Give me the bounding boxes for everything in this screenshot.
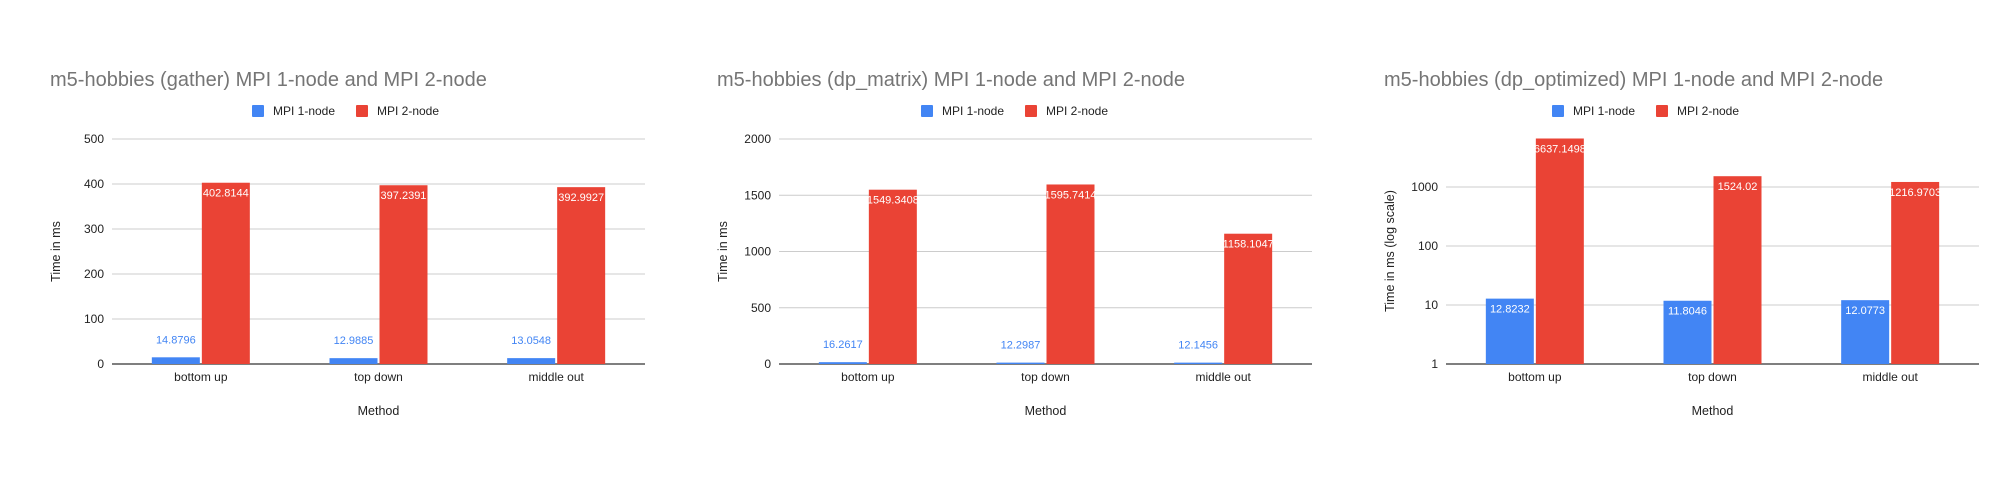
chart-title: m5-hobbies (dp_matrix) MPI 1-node and MP… — [717, 69, 1185, 91]
bar-mpi-2-node — [1046, 184, 1095, 364]
legend-label: MPI 1-node — [273, 104, 335, 118]
legend-swatch — [921, 105, 933, 117]
x-tick-label: middle out — [1862, 370, 1918, 384]
legend-swatch — [1025, 105, 1037, 117]
y-tick-label: 300 — [84, 222, 104, 236]
data-label: 1595.7414 — [1045, 189, 1097, 201]
y-tick-label: 0 — [764, 357, 771, 371]
chart-panel-dp-optimized: m5-hobbies (dp_optimized) MPI 1-node and… — [1334, 0, 2001, 489]
bar-mpi-2-node — [868, 189, 917, 364]
x-tick-label: top down — [1021, 370, 1070, 384]
y-tick-label: 500 — [751, 301, 771, 315]
legend-item-mpi-1-node: MPI 1-node — [252, 104, 335, 118]
bar-mpi-2-node — [201, 182, 250, 364]
data-label: 12.2987 — [1001, 340, 1041, 352]
chart-panel-gather: m5-hobbies (gather) MPI 1-node and MPI 2… — [0, 0, 667, 489]
legend-item-mpi-2-node: MPI 2-node — [1656, 104, 1739, 118]
legend-item-mpi-1-node: MPI 1-node — [921, 104, 1004, 118]
x-tick-label: bottom up — [174, 370, 228, 384]
y-axis-title: Time in ms — [716, 221, 730, 282]
chart-title: m5-hobbies (dp_optimized) MPI 1-node and… — [1384, 69, 1883, 91]
chart-dp-optimized: m5-hobbies (dp_optimized) MPI 1-node and… — [1383, 69, 1979, 418]
data-label: 12.9885 — [334, 335, 374, 347]
bar-mpi-1-node — [818, 362, 867, 364]
legend-item-mpi-2-node: MPI 2-node — [356, 104, 439, 118]
legend-label: MPI 2-node — [377, 104, 439, 118]
y-tick-label: 1500 — [744, 188, 771, 202]
y-tick-label: 400 — [84, 177, 104, 191]
y-tick-label: 500 — [84, 132, 104, 146]
bar-mpi-1-node — [1663, 300, 1712, 364]
data-label: 1549.3408 — [867, 195, 919, 207]
y-tick-label: 100 — [1418, 239, 1438, 253]
bar-mpi-1-node — [507, 358, 556, 364]
legend-swatch — [1552, 105, 1564, 117]
legend-item-mpi-1-node: MPI 1-node — [1552, 104, 1635, 118]
y-tick-label: 0 — [97, 357, 104, 371]
x-axis-title: Method — [358, 404, 400, 418]
y-tick-label: 100 — [84, 312, 104, 326]
x-tick-label: middle out — [528, 370, 584, 384]
x-axis-title: Method — [1025, 404, 1067, 418]
y-axis-title: Time in ms (log scale) — [1383, 190, 1397, 312]
chart-title: m5-hobbies (gather) MPI 1-node and MPI 2… — [50, 69, 487, 91]
legend-label: MPI 1-node — [1573, 104, 1635, 118]
legend-swatch — [356, 105, 368, 117]
bar-mpi-2-node — [1713, 176, 1762, 364]
y-tick-label: 1000 — [1411, 180, 1438, 194]
bar-mpi-1-node — [996, 362, 1045, 364]
bar-mpi-2-node — [1224, 233, 1273, 364]
data-label: 397.2391 — [381, 190, 427, 202]
chart-dp-matrix: m5-hobbies (dp_matrix) MPI 1-node and MP… — [716, 69, 1312, 418]
bar-mpi-1-node — [1841, 300, 1890, 364]
bar-mpi-2-node — [1891, 181, 1940, 364]
bar-mpi-2-node — [379, 185, 428, 364]
y-tick-label: 10 — [1425, 298, 1439, 312]
legend-label: MPI 2-node — [1677, 104, 1739, 118]
x-tick-label: top down — [1688, 370, 1737, 384]
legend-item-mpi-2-node: MPI 2-node — [1025, 104, 1108, 118]
bar-mpi-1-node — [1174, 362, 1223, 364]
legend-swatch — [252, 105, 264, 117]
bar-mpi-1-node — [329, 358, 378, 364]
x-tick-label: bottom up — [841, 370, 895, 384]
legend-label: MPI 1-node — [942, 104, 1004, 118]
y-tick-label: 1000 — [744, 245, 771, 259]
y-tick-label: 200 — [84, 267, 104, 281]
data-label: 6637.1498 — [1534, 144, 1586, 156]
data-label: 12.1456 — [1178, 340, 1218, 352]
bar-mpi-2-node — [557, 187, 606, 364]
x-tick-label: bottom up — [1508, 370, 1562, 384]
bar-mpi-1-node — [151, 357, 200, 364]
y-axis-title: Time in ms — [49, 221, 63, 282]
y-tick-label: 2000 — [744, 132, 771, 146]
chart-gather: m5-hobbies (gather) MPI 1-node and MPI 2… — [49, 69, 645, 418]
data-label: 12.0773 — [1845, 305, 1885, 317]
x-axis-title: Method — [1692, 404, 1734, 418]
data-label: 1216.9703 — [1889, 187, 1941, 199]
legend-swatch — [1656, 105, 1668, 117]
bar-mpi-1-node — [1485, 298, 1534, 364]
data-label: 1524.02 — [1718, 181, 1758, 193]
data-label: 392.9927 — [558, 192, 604, 204]
x-tick-label: top down — [354, 370, 403, 384]
data-label: 13.0548 — [511, 335, 551, 347]
data-label: 402.8144 — [203, 188, 249, 200]
bar-mpi-2-node — [1535, 138, 1584, 364]
x-tick-label: middle out — [1195, 370, 1251, 384]
y-tick-label: 1 — [1431, 357, 1438, 371]
chart-panel-dp-matrix: m5-hobbies (dp_matrix) MPI 1-node and MP… — [667, 0, 1334, 489]
data-label: 14.8796 — [156, 334, 196, 346]
data-label: 16.2617 — [823, 339, 863, 351]
data-label: 1158.1047 — [1223, 239, 1274, 251]
data-label: 12.8232 — [1490, 304, 1530, 316]
data-label: 11.8046 — [1668, 306, 1707, 318]
legend-label: MPI 2-node — [1046, 104, 1108, 118]
